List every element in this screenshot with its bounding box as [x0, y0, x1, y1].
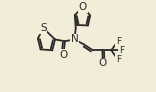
Text: O: O [79, 2, 87, 12]
Text: O: O [99, 58, 107, 68]
Text: S: S [40, 23, 47, 33]
Text: F: F [119, 46, 124, 55]
Text: O: O [59, 50, 68, 60]
Text: F: F [116, 55, 121, 64]
Text: N: N [71, 34, 78, 44]
Text: F: F [116, 37, 121, 46]
